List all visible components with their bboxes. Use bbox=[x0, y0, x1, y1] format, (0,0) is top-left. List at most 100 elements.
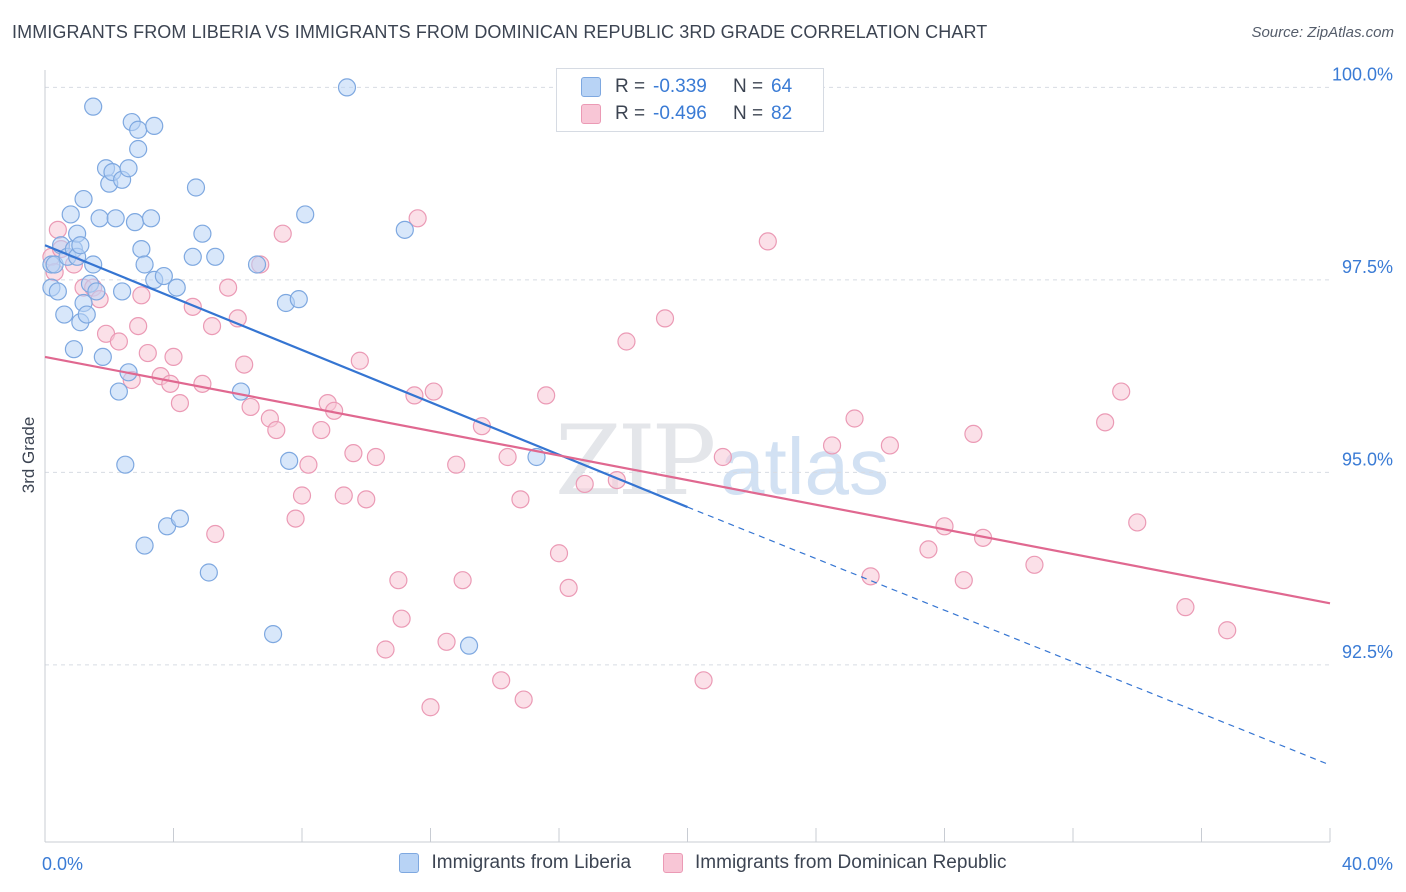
data-point-dominican-republic bbox=[138, 343, 157, 363]
data-point-dominican-republic bbox=[514, 690, 533, 709]
data-point-dominican-republic bbox=[1128, 513, 1147, 532]
y-axis-label: 3rd Grade bbox=[19, 417, 38, 494]
data-point-dominican-republic bbox=[312, 420, 331, 440]
data-point-dominican-republic bbox=[48, 220, 67, 239]
data-point-dominican-republic bbox=[193, 374, 212, 393]
data-point-dominican-republic bbox=[880, 436, 899, 455]
legend-item-dominican-republic: Immigrants from Dominican Republic bbox=[663, 852, 1007, 874]
data-point-liberia bbox=[289, 290, 308, 309]
data-point-dominican-republic bbox=[1112, 382, 1131, 401]
gridlines bbox=[45, 86, 1330, 666]
data-point-dominican-republic bbox=[235, 355, 254, 374]
data-point-liberia bbox=[129, 120, 148, 139]
legend-label-liberia: Immigrants from Liberia bbox=[431, 852, 632, 873]
data-point-dominican-republic bbox=[421, 698, 440, 717]
data-point-dominican-republic bbox=[392, 609, 411, 628]
data-point-dominican-republic bbox=[129, 317, 148, 336]
data-point-liberia bbox=[170, 509, 190, 528]
data-point-liberia bbox=[186, 178, 206, 197]
data-point-dominican-republic bbox=[935, 517, 954, 536]
data-point-dominican-republic bbox=[357, 490, 376, 509]
series-dominican-republic-points bbox=[42, 209, 1237, 717]
data-point-dominican-republic bbox=[389, 571, 408, 590]
data-point-liberia bbox=[280, 451, 299, 470]
data-point-dominican-republic bbox=[344, 444, 363, 463]
data-point-dominican-republic bbox=[1096, 413, 1115, 432]
data-point-dominican-republic bbox=[437, 632, 456, 651]
data-point-liberia bbox=[154, 266, 173, 286]
data-point-liberia bbox=[167, 278, 186, 297]
data-point-dominican-republic bbox=[273, 224, 292, 243]
legend-r-value: -0.496 bbox=[653, 103, 707, 124]
data-point-liberia bbox=[77, 305, 96, 324]
data-point-dominican-republic bbox=[964, 424, 983, 443]
legend-r-label: R = bbox=[615, 76, 646, 97]
series-legend: Immigrants from Liberia Immigrants from … bbox=[0, 852, 1406, 874]
source-label: Source: ZipAtlas.com bbox=[1251, 24, 1394, 41]
data-point-liberia bbox=[64, 340, 84, 359]
data-point-dominican-republic bbox=[161, 374, 180, 393]
data-point-dominican-republic bbox=[334, 486, 353, 505]
data-point-dominican-republic bbox=[758, 232, 777, 251]
y-tick-label: 97.5% bbox=[1342, 257, 1393, 277]
legend-r-value: -0.339 bbox=[653, 76, 707, 97]
data-point-dominican-republic bbox=[292, 486, 312, 505]
data-point-liberia bbox=[231, 382, 251, 401]
trend-line-liberia bbox=[44, 244, 688, 509]
data-point-dominican-republic bbox=[267, 420, 286, 440]
data-point-dominican-republic bbox=[299, 455, 318, 474]
data-point-dominican-republic bbox=[845, 409, 864, 428]
data-point-liberia bbox=[206, 247, 225, 266]
data-point-dominican-republic bbox=[447, 455, 466, 474]
data-point-dominican-republic bbox=[617, 332, 636, 351]
legend-item-liberia: Immigrants from Liberia bbox=[399, 852, 631, 874]
data-point-dominican-republic bbox=[164, 347, 183, 366]
data-point-dominican-republic bbox=[713, 447, 732, 467]
data-point-liberia bbox=[183, 247, 202, 266]
data-point-liberia bbox=[74, 189, 93, 209]
data-point-dominican-republic bbox=[1176, 598, 1195, 617]
x-tick-label: 40.0% bbox=[1342, 854, 1393, 874]
data-point-liberia bbox=[125, 213, 145, 232]
correlation-legend: R = -0.339 N = 64 R = -0.496 N = 82 bbox=[556, 68, 824, 132]
data-point-dominican-republic bbox=[286, 509, 305, 528]
x-tick-label: 0.0% bbox=[42, 854, 83, 874]
data-point-liberia bbox=[132, 240, 151, 259]
data-point-dominican-republic bbox=[575, 474, 594, 494]
trend-line-dominican-republic bbox=[44, 355, 1331, 605]
data-point-liberia bbox=[141, 209, 161, 228]
data-point-dominican-republic bbox=[202, 317, 222, 336]
legend-swatch-dominican-republic bbox=[663, 853, 684, 873]
data-point-liberia bbox=[93, 347, 112, 366]
data-point-dominican-republic bbox=[170, 394, 190, 413]
data-point-dominican-republic bbox=[408, 209, 427, 228]
legend-row-dominican-republic: R = -0.496 N = 82 bbox=[581, 102, 792, 126]
data-point-dominican-republic bbox=[109, 332, 128, 351]
data-point-liberia bbox=[296, 205, 315, 224]
series-liberia-points bbox=[42, 78, 546, 655]
legend-r-label: R = bbox=[615, 103, 646, 124]
data-point-liberia bbox=[145, 116, 164, 136]
data-point-dominican-republic bbox=[559, 578, 578, 598]
legend-n-value: 82 bbox=[771, 103, 793, 124]
data-point-dominican-republic bbox=[453, 571, 472, 590]
chart-title: IMMIGRANTS FROM LIBERIA VS IMMIGRANTS FR… bbox=[12, 22, 988, 42]
data-point-liberia bbox=[87, 282, 106, 301]
data-point-liberia bbox=[106, 209, 125, 228]
axes bbox=[44, 70, 1331, 843]
data-point-dominican-republic bbox=[1025, 555, 1044, 574]
trend-lines bbox=[44, 244, 1331, 766]
data-point-dominican-republic bbox=[861, 567, 880, 586]
data-point-liberia bbox=[48, 282, 67, 301]
y-tick-label: 100.0% bbox=[1332, 64, 1393, 84]
data-point-dominican-republic bbox=[1218, 621, 1237, 640]
data-point-liberia bbox=[119, 159, 138, 178]
legend-n-value: 64 bbox=[771, 76, 793, 97]
data-point-dominican-republic bbox=[511, 490, 530, 509]
data-point-liberia bbox=[116, 455, 135, 474]
data-point-liberia bbox=[90, 209, 109, 228]
data-point-dominican-republic bbox=[919, 540, 938, 559]
legend-n-label: N = bbox=[733, 76, 764, 97]
data-point-dominican-republic bbox=[132, 286, 151, 305]
data-point-liberia bbox=[61, 205, 80, 224]
